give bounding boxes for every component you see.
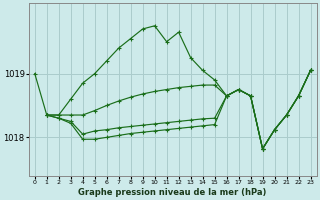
X-axis label: Graphe pression niveau de la mer (hPa): Graphe pression niveau de la mer (hPa) [78, 188, 267, 197]
